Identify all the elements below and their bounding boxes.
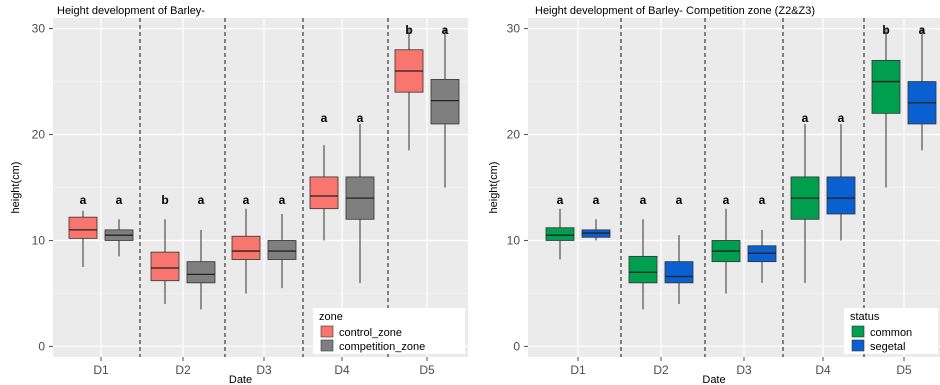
significance-letter: b — [161, 193, 168, 207]
x-tick-label: D1 — [570, 363, 586, 377]
y-tick-label: 10 — [507, 233, 521, 247]
y-tick-label: 0 — [38, 339, 45, 353]
x-tick-label: D2 — [653, 363, 669, 377]
legend: status common segetal — [844, 308, 938, 354]
y-tick-label: 0 — [513, 339, 520, 353]
legend-background — [313, 308, 465, 354]
box-control_zone-D4 — [309, 145, 339, 241]
box-segetal-D2 — [664, 235, 694, 305]
significance-letter: a — [321, 111, 328, 125]
chart-title: Height development of Barley- Competitio… — [535, 5, 815, 17]
box-competition_zone-D5 — [430, 28, 460, 188]
y-tick-label: 20 — [32, 128, 46, 142]
panel-2: Height development of Barley- Competitio… — [488, 5, 940, 385]
legend-title: zone — [319, 311, 343, 323]
legend-title: status — [850, 311, 880, 323]
significance-letter: a — [116, 193, 123, 207]
significance-letter: a — [676, 193, 683, 207]
x-tick-label: D5 — [419, 363, 435, 377]
legend-swatch — [851, 339, 865, 352]
legend-label: segetal — [870, 341, 905, 353]
box-body — [545, 227, 575, 241]
y-axis-label: height(cm) — [488, 162, 500, 214]
significance-letter: a — [442, 23, 449, 37]
significance-letter: a — [759, 193, 766, 207]
x-axis-label: Date — [702, 374, 725, 385]
y-axis-label: height(cm) — [10, 162, 22, 214]
box-common-D5 — [871, 28, 901, 188]
box-common-D1 — [545, 208, 575, 260]
chart-title: Height development of Barley- — [57, 5, 205, 17]
x-tick-label: D5 — [896, 363, 912, 377]
x-tick-label: D1 — [93, 363, 109, 377]
legend-label: common — [870, 327, 912, 339]
y-tick-label: 20 — [507, 128, 521, 142]
box-common-D2 — [628, 219, 658, 310]
significance-letter: a — [919, 23, 926, 37]
box-competition_zone-D3 — [267, 213, 297, 289]
x-tick-label: D3 — [736, 363, 752, 377]
y-tick-label: 30 — [32, 22, 46, 36]
legend-label: competition_zone — [339, 341, 425, 353]
box-control_zone-D2 — [150, 219, 180, 305]
x-tick-label: D4 — [815, 363, 831, 377]
legend: zone control_zone competition_zone — [313, 308, 465, 354]
significance-letter: b — [882, 23, 889, 37]
box-body — [871, 59, 901, 114]
box-segetal-D3 — [747, 229, 777, 283]
box-body — [267, 240, 297, 260]
box-segetal-D4 — [826, 123, 856, 241]
significance-letter: a — [80, 193, 87, 207]
box-body — [186, 261, 216, 284]
box-body — [231, 235, 261, 260]
box-body — [628, 255, 658, 284]
significance-letter: a — [838, 111, 845, 125]
box-control_zone-D1 — [68, 210, 98, 267]
significance-letter: a — [723, 193, 730, 207]
box-segetal-D5 — [907, 28, 937, 151]
box-competition_zone-D2 — [186, 229, 216, 310]
significance-letter: a — [243, 193, 250, 207]
significance-letter: a — [593, 193, 600, 207]
box-body — [68, 216, 98, 239]
legend-swatch — [320, 339, 334, 352]
box-body — [664, 261, 694, 284]
x-tick-label: D3 — [256, 363, 272, 377]
box-common-D3 — [711, 208, 741, 294]
box-control_zone-D5 — [394, 28, 424, 151]
y-tick-label: 30 — [507, 22, 521, 36]
box-body — [826, 176, 856, 215]
box-competition_zone-D1 — [104, 219, 134, 257]
box-body — [150, 251, 180, 282]
box-body — [430, 79, 460, 125]
significance-letter: a — [557, 193, 564, 207]
box-body — [309, 176, 339, 210]
box-competition_zone-D4 — [345, 123, 375, 283]
legend-swatch — [320, 325, 334, 338]
significance-letter: a — [640, 193, 647, 207]
legend-swatch — [851, 325, 865, 338]
box-segetal-D1 — [581, 219, 611, 241]
significance-letter: b — [405, 23, 412, 37]
legend-label: control_zone — [339, 327, 402, 339]
x-axis-label: Date — [229, 374, 252, 385]
significance-letter: a — [279, 193, 286, 207]
panel-1: Height development of Barley- 0 10 20 30 D1 D2… — [10, 5, 468, 385]
box-common-D4 — [790, 123, 820, 283]
y-tick-label: 10 — [32, 233, 46, 247]
x-tick-label: D2 — [175, 363, 191, 377]
significance-letter: a — [802, 111, 809, 125]
significance-letter: a — [198, 193, 205, 207]
x-tick-label: D4 — [334, 363, 350, 377]
box-control_zone-D3 — [231, 208, 261, 294]
significance-letter: a — [357, 111, 364, 125]
